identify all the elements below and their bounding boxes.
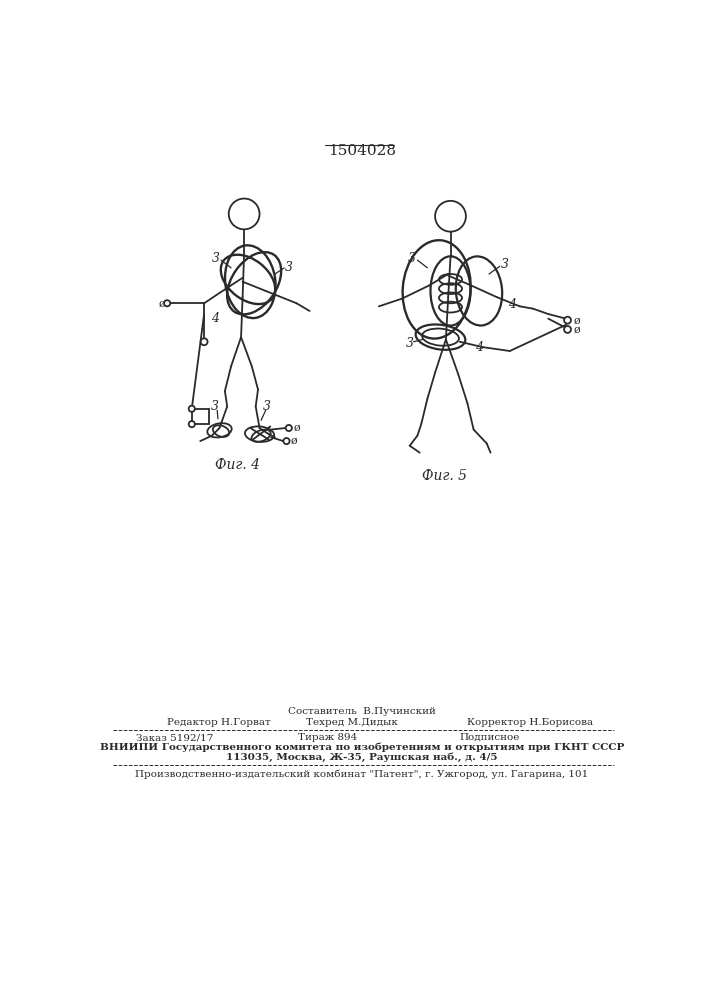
Text: Корректор Н.Борисова: Корректор Н.Борисова — [467, 718, 594, 727]
Text: 3: 3 — [406, 337, 414, 350]
Circle shape — [284, 438, 290, 444]
Text: 1504028: 1504028 — [328, 144, 396, 158]
Text: 3: 3 — [285, 261, 293, 274]
Circle shape — [189, 406, 195, 412]
Text: 3: 3 — [263, 400, 271, 413]
Text: 4: 4 — [475, 341, 483, 354]
Text: Заказ 5192/17: Заказ 5192/17 — [136, 733, 214, 742]
Text: 3: 3 — [408, 252, 416, 265]
Text: ø: ø — [293, 423, 300, 433]
Text: ø: ø — [291, 436, 298, 446]
Text: Подписное: Подписное — [460, 733, 520, 742]
Text: 4: 4 — [211, 312, 219, 325]
Circle shape — [564, 317, 571, 324]
Circle shape — [286, 425, 292, 431]
Text: Производственно-издательский комбинат "Патент", г. Ужгород, ул. Гагарина, 101: Производственно-издательский комбинат "П… — [135, 770, 588, 779]
Text: ВНИИПИ Государственного комитета по изобретениям и открытиям при ГКНТ СССР: ВНИИПИ Государственного комитета по изоб… — [100, 743, 624, 752]
Text: 113035, Москва, Ж-35, Раушская наб., д. 4/5: 113035, Москва, Ж-35, Раушская наб., д. … — [226, 753, 498, 762]
Text: Техред М.Дидык: Техред М.Дидык — [305, 718, 397, 727]
Text: ø: ø — [573, 324, 580, 334]
Text: Фиг. 5: Фиг. 5 — [422, 469, 467, 483]
Text: Редактор Н.Горват: Редактор Н.Горват — [167, 718, 271, 727]
Circle shape — [564, 326, 571, 333]
Circle shape — [435, 201, 466, 232]
Text: Фиг. 4: Фиг. 4 — [216, 458, 260, 472]
Text: 3: 3 — [211, 400, 219, 413]
Text: Составитель  В.Пучинский: Составитель В.Пучинский — [288, 707, 436, 716]
Circle shape — [229, 199, 259, 229]
Text: 3: 3 — [211, 252, 220, 265]
Text: ø: ø — [573, 315, 580, 325]
Circle shape — [164, 300, 170, 306]
Text: ø: ø — [158, 298, 165, 308]
Text: 3: 3 — [501, 258, 508, 271]
Circle shape — [189, 421, 195, 427]
Circle shape — [201, 338, 208, 345]
Text: 4: 4 — [508, 298, 516, 311]
Text: Тираж 894: Тираж 894 — [298, 733, 357, 742]
